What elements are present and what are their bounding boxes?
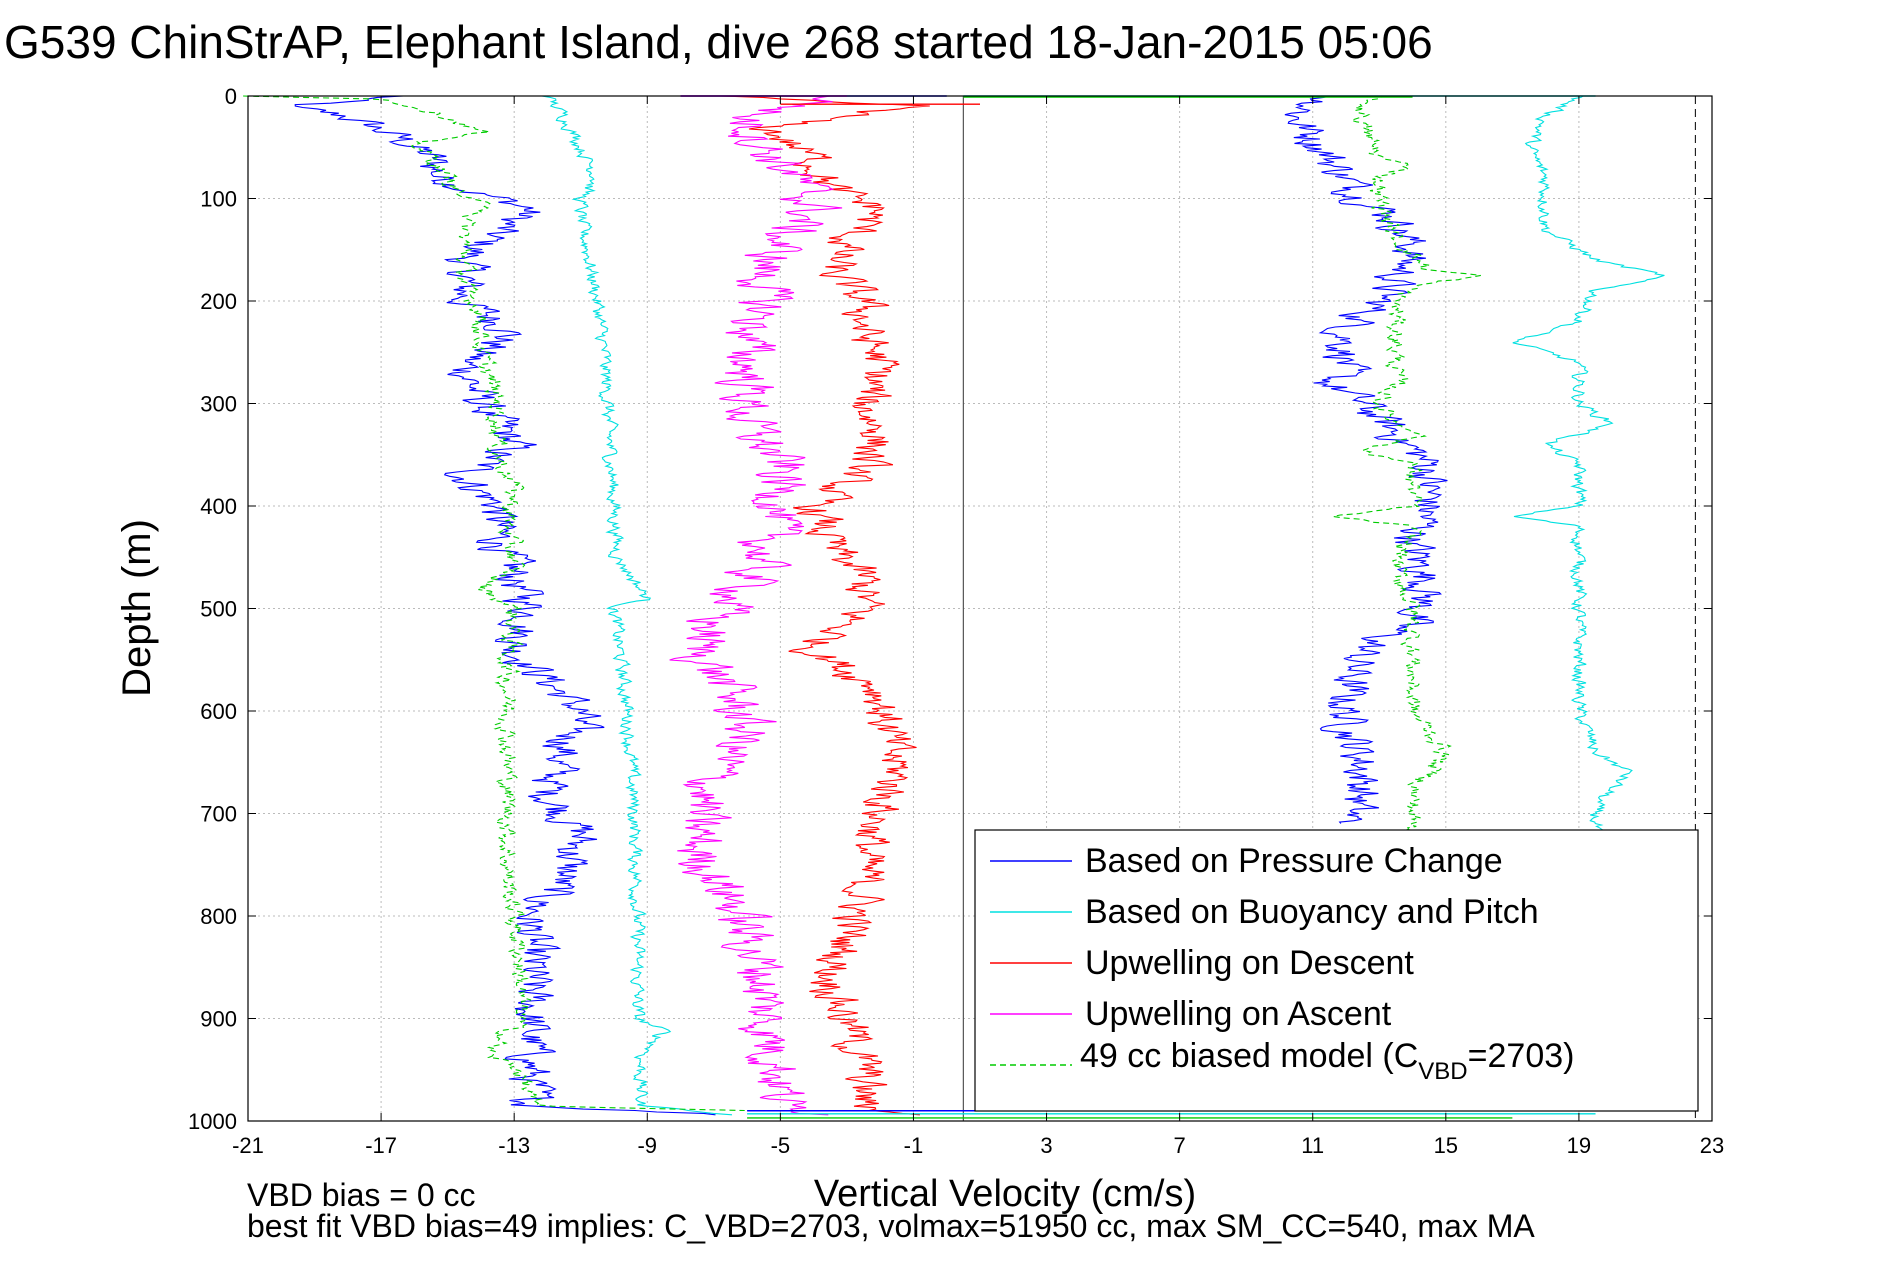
x-tick-label: -13	[498, 1133, 530, 1158]
x-tick-label: 7	[1174, 1133, 1186, 1158]
series-line-0-1	[1284, 95, 1448, 824]
x-tick-label: 15	[1434, 1133, 1458, 1158]
x-tick-label: -5	[771, 1133, 791, 1158]
series-line-1-0	[541, 95, 733, 1116]
y-tick-label: 100	[200, 187, 237, 212]
y-tick-label: 300	[200, 392, 237, 417]
x-tick-labels: -21 -17 -13 -9 -5 -1 3 7 11 15 19 23	[232, 1133, 1724, 1158]
x-axis-label: Vertical Velocity (cm/s)	[814, 1173, 1196, 1215]
x-tick-label: -17	[365, 1133, 397, 1158]
series-line-4-1	[1333, 95, 1481, 835]
legend-label-up-descent: Upwelling on Descent	[1085, 944, 1414, 982]
series-line-0-0	[294, 95, 716, 1116]
axis-ticks	[247, 95, 1713, 1122]
x-tick-label: 11	[1301, 1133, 1324, 1158]
x-tick-label: -1	[904, 1133, 924, 1158]
series-line-4-0	[243, 95, 745, 1112]
legend-label-pressure: Based on Pressure Change	[1085, 842, 1503, 880]
legend: Based on Pressure Change Based on Buoyan…	[974, 829, 1699, 1112]
legend-label-buoyancy: Based on Buoyancy and Pitch	[1085, 893, 1539, 931]
series-line-2-0	[720, 95, 930, 1116]
legend-label-up-ascent: Upwelling on Ascent	[1085, 995, 1392, 1033]
y-tick-label: 500	[200, 597, 237, 622]
y-tick-labels: 0 100 200 300 400 500 600 700 800 900 1000	[188, 84, 237, 1134]
y-tick-label: 200	[200, 289, 237, 314]
chart-title: G539 ChinStrAP, Elephant Island, dive 26…	[4, 16, 1433, 68]
series-line-3-0	[669, 95, 843, 1116]
legend-model-subscript: VBD	[1418, 1058, 1467, 1085]
footer-vbd-bias: VBD bias = 0 cc	[247, 1177, 476, 1213]
legend-label-model: 49 cc biased model (CVBD=2703)	[1080, 1037, 1574, 1085]
y-tick-label: 0	[225, 84, 237, 109]
x-tick-label: 19	[1567, 1133, 1591, 1158]
legend-model-suffix: =2703)	[1468, 1037, 1575, 1075]
x-tick-label: 3	[1040, 1133, 1052, 1158]
x-tick-label: 23	[1700, 1133, 1724, 1158]
y-axis-label: Depth (m)	[115, 519, 159, 697]
y-tick-label: 400	[200, 494, 237, 519]
footer-best-fit: best fit VBD bias=49 implies: C_VBD=2703…	[247, 1208, 1535, 1244]
y-tick-label: 700	[200, 802, 237, 827]
y-tick-label: 900	[200, 1007, 237, 1032]
legend-model-prefix: 49 cc biased model (C	[1080, 1037, 1418, 1075]
legend-box	[974, 829, 1699, 1112]
y-tick-label: 1000	[188, 1109, 237, 1134]
x-tick-label: -21	[232, 1133, 264, 1158]
y-tick-label: 600	[200, 699, 237, 724]
series-line-1-1	[1512, 95, 1665, 835]
y-tick-label: 800	[200, 904, 237, 929]
x-tick-label: -9	[637, 1133, 657, 1158]
